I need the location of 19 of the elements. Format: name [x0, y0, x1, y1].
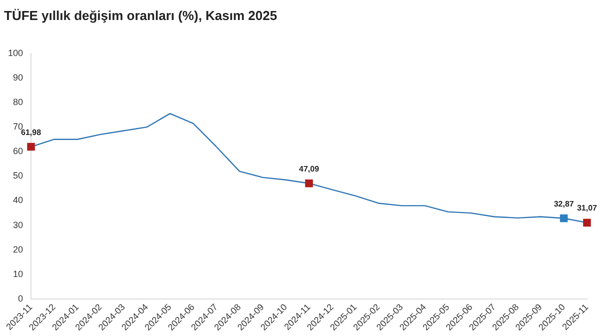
- y-tick-label: 40: [13, 195, 24, 206]
- data-label: 32,87: [554, 199, 574, 208]
- y-tick-label: 0: [18, 293, 24, 304]
- y-tick-label: 100: [8, 48, 24, 58]
- y-tick-label: 50: [13, 170, 24, 181]
- data-label: 61,98: [21, 128, 42, 137]
- point: [583, 218, 591, 227]
- point: [27, 142, 35, 151]
- data-label: 31,07: [576, 204, 598, 213]
- point: [560, 214, 568, 222]
- y-tick-label: 80: [13, 97, 24, 108]
- y-tick-label: 10: [13, 268, 24, 279]
- y-tick-label: 90: [13, 72, 24, 82]
- point: [305, 179, 313, 188]
- chart-title: TÜFE yıllık değişim oranları (%), Kasım 2025: [4, 8, 278, 23]
- y-tick-label: 30: [13, 220, 24, 230]
- y-tick-label: 60: [13, 146, 24, 156]
- y-tick-label: 20: [13, 244, 24, 254]
- data-label: 47,09: [298, 164, 320, 174]
